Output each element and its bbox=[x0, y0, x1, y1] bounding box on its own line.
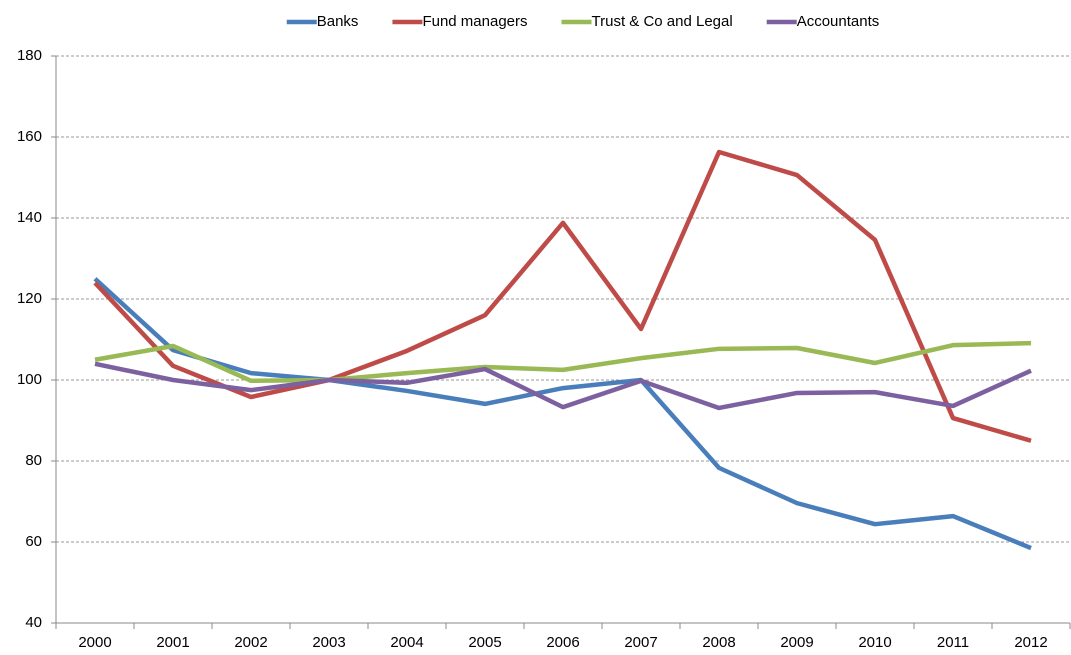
y-tick-label: 140 bbox=[17, 209, 42, 226]
legend-label: Trust & Co and Legal bbox=[592, 13, 733, 30]
x-tick-label: 2005 bbox=[468, 634, 501, 651]
y-tick-label: 40 bbox=[25, 614, 42, 631]
x-tick-label: 2010 bbox=[858, 634, 891, 651]
x-tick-label: 2009 bbox=[780, 634, 813, 651]
x-tick-label: 2011 bbox=[937, 634, 969, 651]
x-tick-label: 2006 bbox=[546, 634, 579, 651]
series-line bbox=[93, 149, 1032, 443]
x-tick-label: 2003 bbox=[312, 634, 345, 651]
legend-label: Fund managers bbox=[422, 13, 527, 30]
y-tick-label: 180 bbox=[17, 47, 42, 64]
legend-label: Banks bbox=[317, 13, 359, 30]
legend-label: Accountants bbox=[797, 13, 880, 30]
x-tick-label: 2004 bbox=[390, 634, 423, 651]
y-tick-label: 60 bbox=[25, 533, 42, 550]
y-tick-label: 100 bbox=[17, 371, 42, 388]
x-tick-label: 2000 bbox=[78, 634, 111, 651]
y-tick-label: 120 bbox=[17, 290, 42, 307]
series-line bbox=[94, 340, 1032, 384]
y-tick-label: 80 bbox=[25, 452, 42, 469]
x-tick-label: 2008 bbox=[702, 634, 735, 651]
x-tick-label: 2002 bbox=[234, 634, 267, 651]
x-tick-label: 2012 bbox=[1014, 634, 1047, 651]
series-line bbox=[94, 361, 1032, 411]
x-tick-label: 2007 bbox=[624, 634, 657, 651]
series-line bbox=[93, 277, 1032, 551]
x-tick-label: 2001 bbox=[156, 634, 189, 651]
y-tick-label: 160 bbox=[17, 128, 42, 145]
